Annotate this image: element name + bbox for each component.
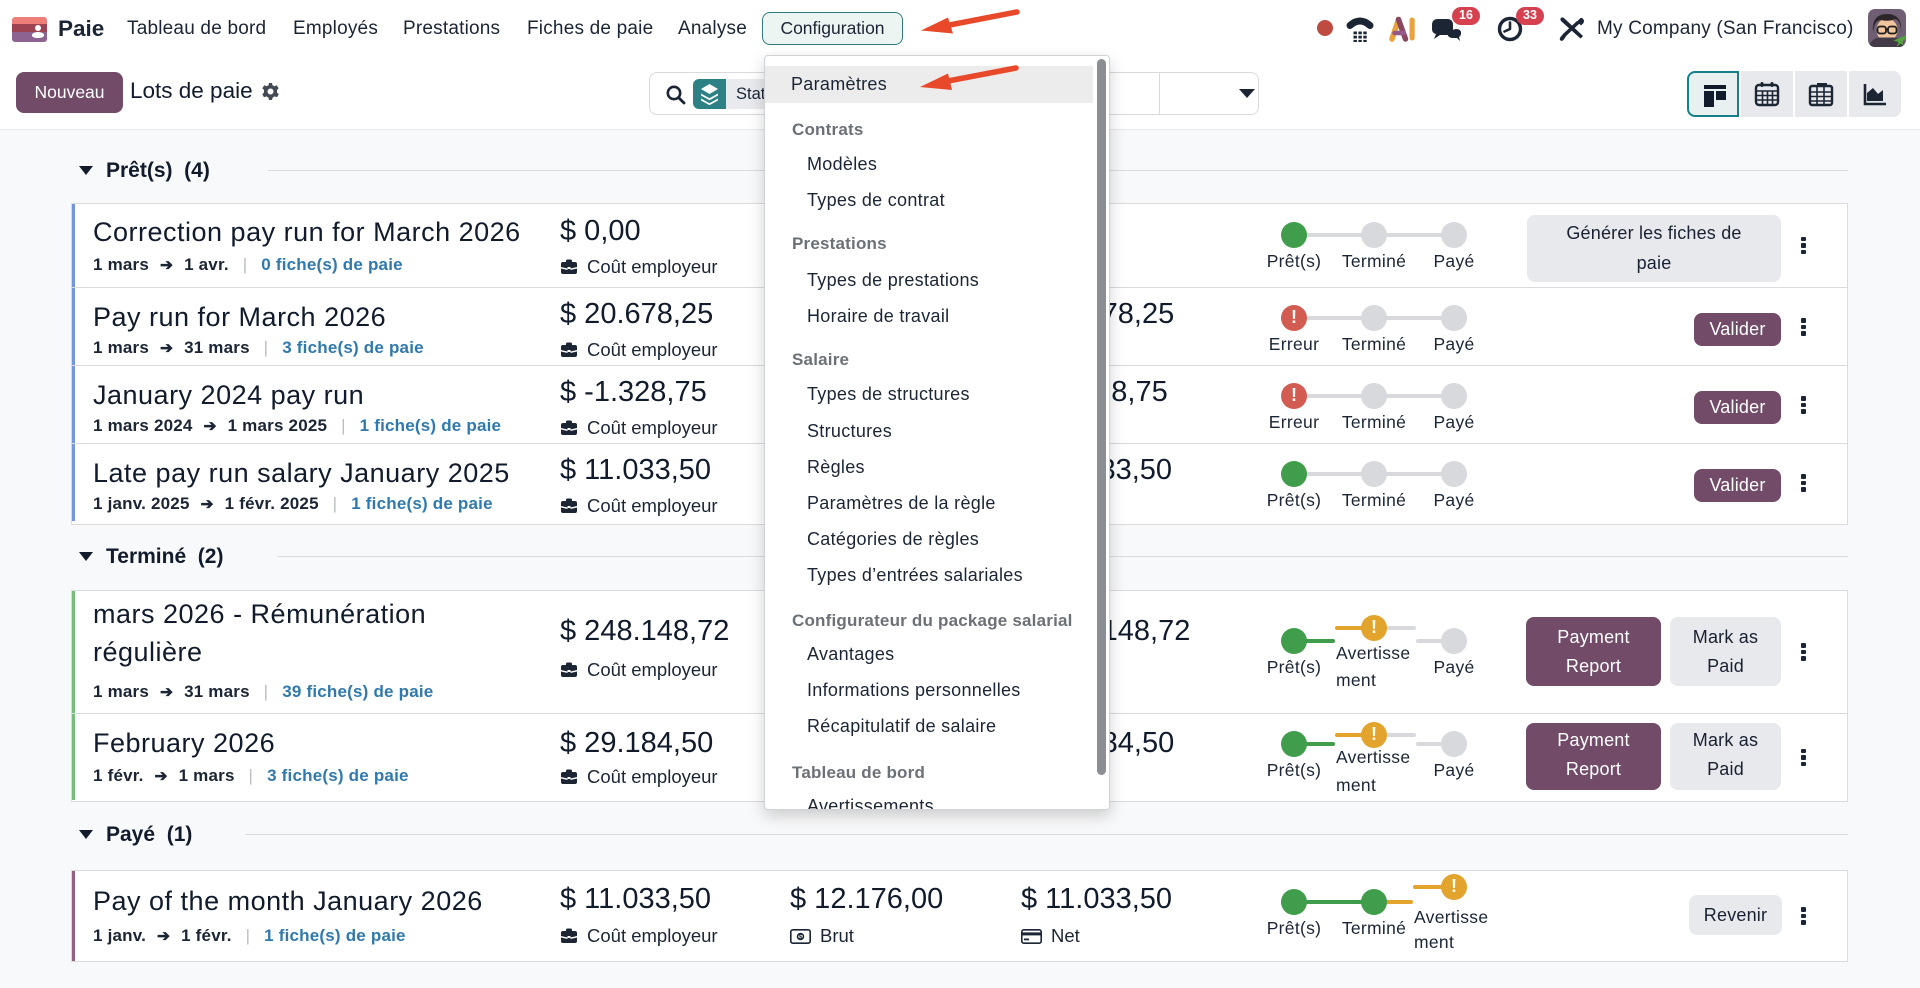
svg-text:$: $: [799, 934, 803, 941]
